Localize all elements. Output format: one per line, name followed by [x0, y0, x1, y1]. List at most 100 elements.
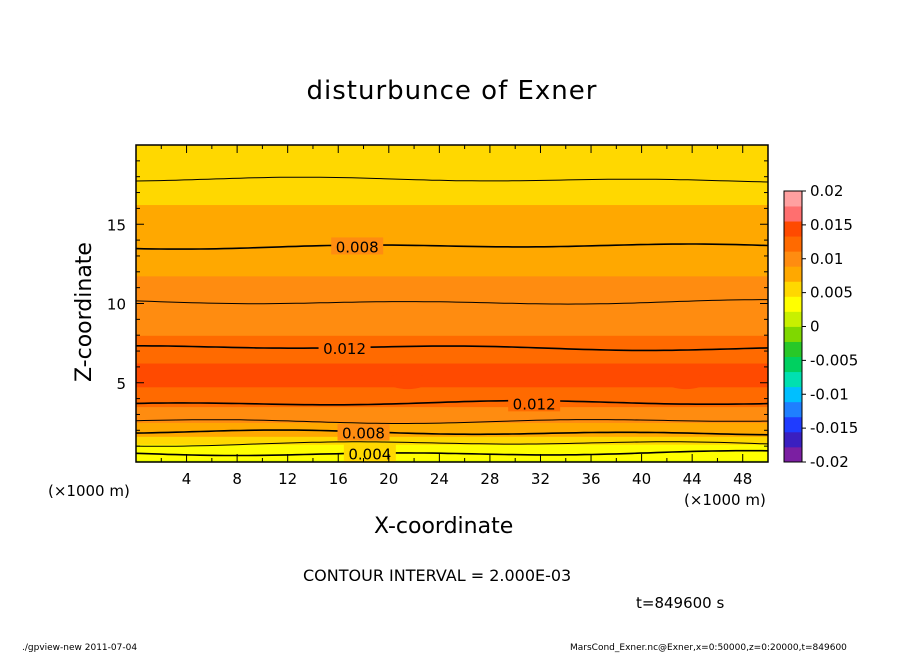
contour-band — [136, 295, 768, 301]
contour-band — [136, 390, 768, 396]
contour-band — [136, 428, 768, 431]
x-tick-label: 16 — [329, 470, 348, 488]
contour-band — [136, 378, 768, 384]
x-tick-label: 4 — [182, 470, 192, 488]
contour-band — [136, 196, 768, 202]
contour-band — [136, 456, 768, 459]
contour-band — [136, 208, 768, 213]
contour-band — [136, 172, 768, 178]
contour-band — [136, 267, 768, 273]
colorbar-swatch — [784, 431, 802, 448]
contour-band — [136, 374, 768, 380]
contour-band — [136, 370, 768, 376]
contour-band — [136, 255, 768, 261]
contour-band — [136, 232, 768, 237]
y-axis-label: Z-coordinate — [72, 242, 97, 382]
colorbar-tick-label: 0.01 — [810, 250, 843, 268]
colorbar-swatch — [784, 371, 802, 388]
contour-label: 0.008 — [336, 238, 379, 256]
x-tick-label: 20 — [379, 470, 398, 488]
x-axis-label: X-coordinate — [374, 514, 514, 539]
colorbar-swatch — [784, 386, 802, 403]
contour-band — [136, 279, 768, 285]
contour-band — [136, 228, 768, 233]
contour-line — [135, 243, 769, 250]
contour-band — [136, 436, 768, 439]
contour-band — [136, 287, 768, 293]
contour-band — [136, 351, 768, 356]
footer-left: ./gpview-new 2011-07-04 — [22, 643, 138, 653]
contour-band — [136, 414, 768, 418]
contour-band — [136, 438, 768, 441]
contour-band — [136, 259, 768, 265]
x-tick-label: 48 — [733, 470, 752, 488]
x-tick-label: 28 — [480, 470, 499, 488]
contour-band — [136, 224, 768, 229]
contour-band — [136, 319, 768, 324]
x-tick-label: 24 — [430, 470, 449, 488]
maximum-patch — [665, 373, 706, 390]
contour-label-bg — [331, 237, 384, 255]
contour-band — [136, 331, 768, 336]
contour-band — [136, 444, 768, 447]
contour-band — [136, 450, 768, 453]
contour-band — [136, 263, 768, 269]
contour-band — [136, 204, 768, 209]
contour-band — [136, 307, 768, 313]
x-tick-label: 40 — [632, 470, 651, 488]
contour-band — [136, 315, 768, 320]
x-tick-label: 32 — [531, 470, 550, 488]
contour-band — [136, 358, 768, 364]
contour-band — [136, 386, 768, 392]
contour-interval-note: CONTOUR INTERVAL = 2.000E-03 — [303, 566, 572, 585]
contour-band — [136, 420, 768, 423]
contour-band — [136, 271, 768, 277]
contour-band — [136, 416, 768, 420]
contour-band — [136, 430, 768, 433]
contour-band — [136, 160, 768, 166]
contour-band — [136, 156, 768, 162]
contour-band — [136, 422, 768, 425]
contour-band — [136, 200, 768, 206]
contour-line — [135, 449, 769, 457]
contour-band — [136, 424, 768, 427]
contour-band — [136, 335, 768, 340]
contour-band — [136, 323, 768, 328]
contour-band — [136, 404, 768, 408]
contour-band — [136, 275, 768, 281]
contour-band — [136, 251, 768, 257]
contour-band — [136, 454, 768, 457]
colorbar-swatch — [784, 221, 802, 237]
y-tick-label: 10 — [107, 296, 126, 314]
x-tick-label: 12 — [278, 470, 297, 488]
contour-line — [135, 399, 769, 406]
contour-band — [136, 440, 768, 443]
colorbar-swatch — [784, 416, 802, 433]
contour-band — [136, 446, 768, 449]
contour-band — [136, 366, 768, 372]
contour-line — [135, 176, 769, 183]
contour-band — [136, 355, 768, 360]
colorbar-swatch — [784, 446, 802, 463]
contour-band — [136, 236, 768, 241]
colorbar-tick-label: 0.005 — [810, 284, 853, 302]
contour-label: 0.012 — [513, 395, 556, 413]
contour-label-bg — [318, 338, 371, 356]
contour-band — [136, 327, 768, 332]
contour-band — [136, 240, 768, 245]
colorbar-swatch — [784, 341, 802, 358]
maximum-patch — [387, 373, 428, 390]
contour-band — [136, 434, 768, 437]
contour-band — [136, 176, 768, 182]
contour-band — [136, 311, 768, 316]
contour-band — [136, 188, 768, 194]
contour-band — [136, 410, 768, 414]
contour-label: 0.008 — [342, 425, 385, 443]
contour-band — [136, 283, 768, 289]
contour-band — [136, 402, 768, 406]
contour-band — [136, 408, 768, 412]
contour-band — [136, 406, 768, 410]
colorbar-tick-label: 0 — [810, 318, 820, 336]
contour-band — [136, 145, 768, 150]
